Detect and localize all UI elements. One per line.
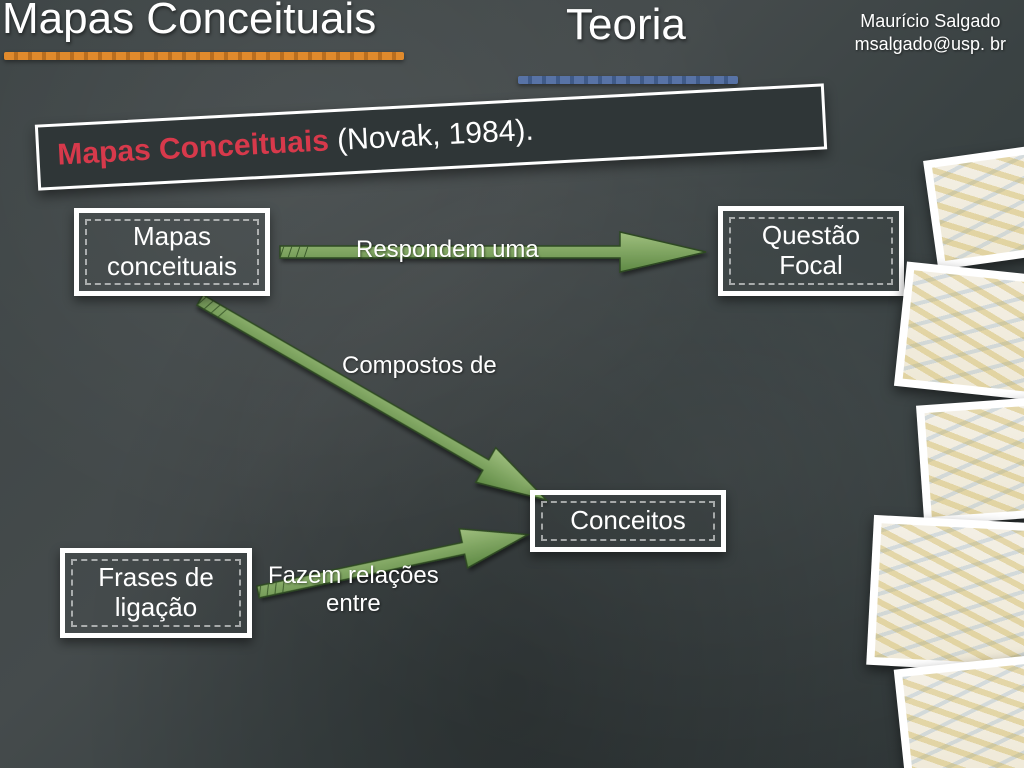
banner-highlight: Mapas Conceituais xyxy=(57,124,330,171)
decorative-photo xyxy=(866,515,1024,675)
banner-rest: (Novak, 1984). xyxy=(328,114,535,158)
title-underline-sub xyxy=(518,76,738,84)
decorative-photo xyxy=(916,395,1024,526)
edge-label-respondem: Respondem uma xyxy=(356,236,539,264)
edge-label-fazem: Fazem relações entre xyxy=(268,562,439,618)
author-name: Maurício Salgado xyxy=(855,10,1006,33)
node-mapas-conceituais: Mapas conceituais xyxy=(74,208,270,296)
title-underline-main xyxy=(4,52,404,60)
node-questao-focal: Questão Focal xyxy=(718,206,904,296)
node-frases-ligacao: Frases de ligação xyxy=(60,548,252,638)
node-conceitos: Conceitos xyxy=(530,490,726,552)
decorative-photo xyxy=(894,651,1024,768)
decorative-photo xyxy=(923,140,1024,270)
edge-label-compostos: Compostos de xyxy=(342,352,497,380)
author-block: Maurício Salgado msalgado@usp. br xyxy=(855,10,1006,57)
decorative-photo xyxy=(894,261,1024,403)
page-title: Mapas Conceituais xyxy=(2,0,376,44)
page-subtitle: Teoria xyxy=(566,0,686,50)
author-email: msalgado@usp. br xyxy=(855,33,1006,56)
